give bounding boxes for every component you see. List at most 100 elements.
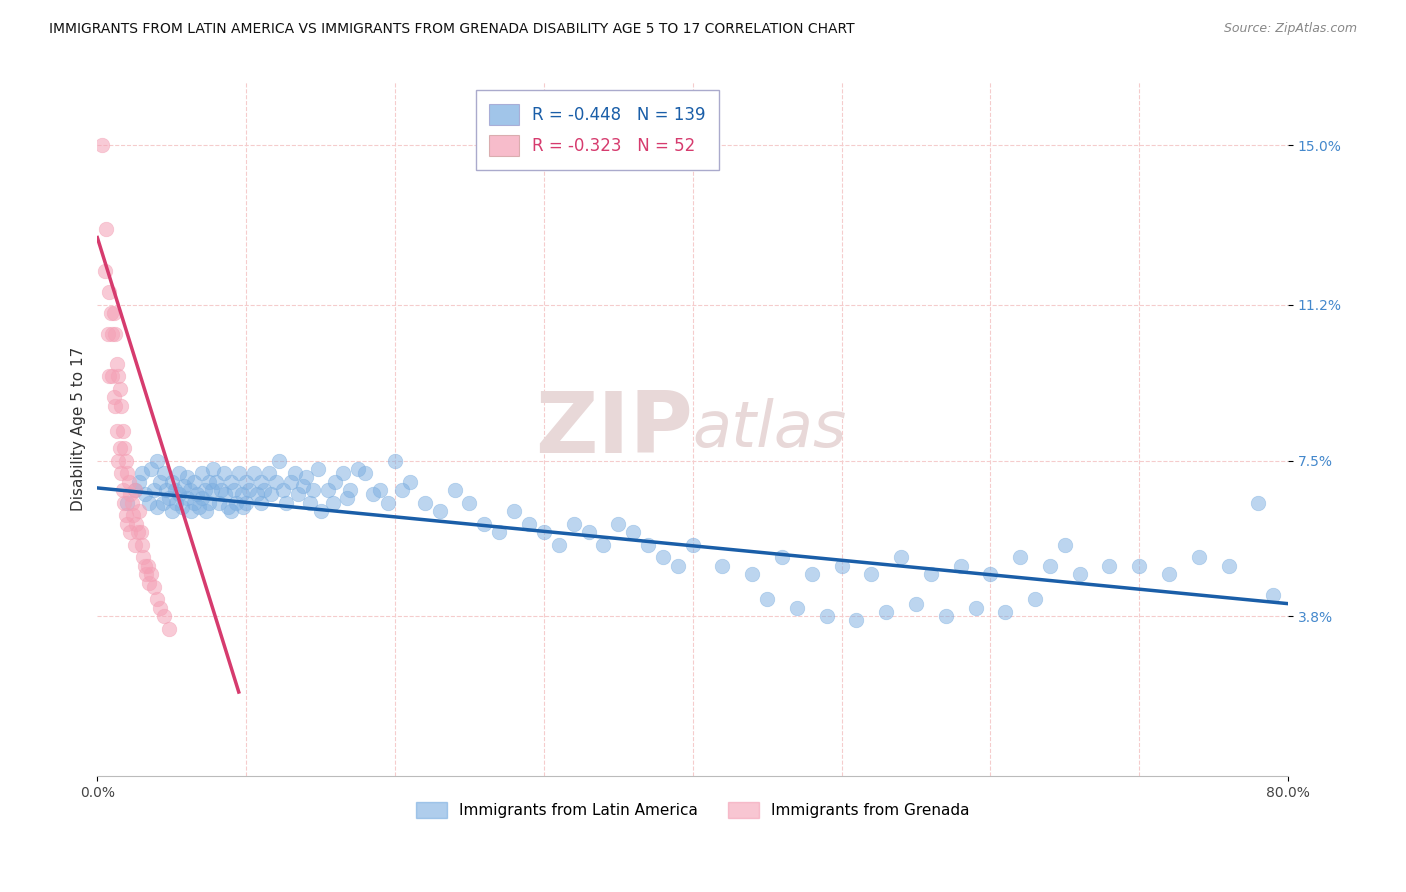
Point xyxy=(1098,558,1121,573)
Point xyxy=(1010,550,1032,565)
Point xyxy=(264,475,287,489)
Point xyxy=(533,525,555,540)
Point xyxy=(741,567,763,582)
Point xyxy=(115,496,138,510)
Point xyxy=(190,491,212,506)
Point xyxy=(107,453,129,467)
Point xyxy=(98,285,121,300)
Point xyxy=(180,504,202,518)
Point xyxy=(201,483,224,497)
Point xyxy=(217,500,239,514)
Point xyxy=(250,475,273,489)
Point xyxy=(228,467,250,481)
Point xyxy=(235,475,257,489)
Point xyxy=(90,138,112,153)
Point xyxy=(346,462,368,476)
Point xyxy=(280,475,302,489)
Point xyxy=(377,496,399,510)
Point xyxy=(361,487,384,501)
Point xyxy=(134,487,156,501)
Point xyxy=(131,538,153,552)
Point xyxy=(224,483,246,497)
Point xyxy=(163,483,186,497)
Point xyxy=(920,567,942,582)
Point xyxy=(935,609,957,624)
Point xyxy=(287,487,309,501)
Point xyxy=(146,453,169,467)
Point xyxy=(195,504,218,518)
Point xyxy=(124,538,146,552)
Point xyxy=(786,600,808,615)
Point xyxy=(592,538,614,552)
Point xyxy=(994,605,1017,619)
Point xyxy=(413,496,436,510)
Point xyxy=(132,550,155,565)
Point xyxy=(756,592,779,607)
Point xyxy=(193,483,215,497)
Point xyxy=(260,487,283,501)
Point xyxy=(152,496,174,510)
Point xyxy=(124,483,146,497)
Point xyxy=(1157,567,1180,582)
Point xyxy=(149,475,172,489)
Point xyxy=(276,496,298,510)
Point xyxy=(294,470,316,484)
Point xyxy=(562,516,585,531)
Point xyxy=(845,614,868,628)
Point xyxy=(666,558,689,573)
Point xyxy=(212,467,235,481)
Point xyxy=(115,467,138,481)
Point xyxy=(190,467,212,481)
Point xyxy=(209,483,232,497)
Point xyxy=(114,508,136,523)
Point xyxy=(138,575,160,590)
Point xyxy=(124,483,146,497)
Point xyxy=(578,525,600,540)
Point xyxy=(108,441,131,455)
Point xyxy=(860,567,883,582)
Point xyxy=(107,369,129,384)
Text: Source: ZipAtlas.com: Source: ZipAtlas.com xyxy=(1223,22,1357,36)
Point xyxy=(1263,588,1285,602)
Point xyxy=(183,475,205,489)
Point xyxy=(332,467,354,481)
Point xyxy=(110,467,132,481)
Point xyxy=(101,327,124,342)
Point xyxy=(153,609,176,624)
Point xyxy=(187,500,209,514)
Point xyxy=(103,306,125,320)
Point xyxy=(98,369,121,384)
Point xyxy=(309,504,332,518)
Point xyxy=(139,567,162,582)
Point xyxy=(284,467,307,481)
Point xyxy=(221,504,243,518)
Point xyxy=(242,467,264,481)
Point xyxy=(176,491,198,506)
Point xyxy=(1247,496,1270,510)
Point xyxy=(458,496,481,510)
Point xyxy=(443,483,465,497)
Point xyxy=(122,508,145,523)
Point xyxy=(214,487,236,501)
Point xyxy=(637,538,659,552)
Point xyxy=(246,487,269,501)
Point xyxy=(155,483,177,497)
Point xyxy=(221,475,243,489)
Point xyxy=(253,483,276,497)
Point xyxy=(1128,558,1150,573)
Point xyxy=(225,496,247,510)
Point xyxy=(146,592,169,607)
Point xyxy=(399,475,422,489)
Point xyxy=(368,483,391,497)
Point xyxy=(299,496,322,510)
Point xyxy=(302,483,325,497)
Point xyxy=(142,580,165,594)
Point xyxy=(173,479,195,493)
Point xyxy=(138,496,160,510)
Point xyxy=(167,487,190,501)
Point xyxy=(135,567,157,582)
Point xyxy=(652,550,675,565)
Point xyxy=(134,558,156,573)
Point xyxy=(354,467,377,481)
Point xyxy=(1069,567,1091,582)
